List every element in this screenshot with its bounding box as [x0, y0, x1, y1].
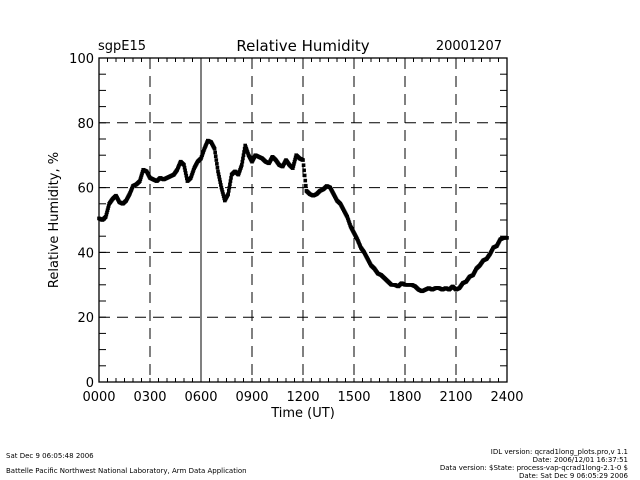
- data-point: [226, 192, 230, 196]
- y-tick-label: 80: [77, 117, 94, 132]
- data-point: [219, 185, 224, 190]
- x-axis-label: Time (UT): [270, 406, 335, 421]
- data-point: [182, 165, 187, 170]
- data-point: [291, 166, 295, 170]
- data-point: [184, 173, 189, 178]
- data-point: [138, 177, 143, 182]
- data-point: [216, 169, 220, 174]
- footer-data-date: Date: Sat Dec 9 06:05:29 2006: [519, 472, 628, 480]
- data-point: [214, 158, 219, 162]
- data-point: [241, 153, 246, 157]
- data-point: [215, 165, 220, 170]
- y-tick-label: 0: [86, 376, 94, 391]
- data-point: [139, 175, 143, 180]
- data-point: [217, 175, 221, 179]
- data-point: [303, 178, 308, 183]
- data-point: [212, 146, 217, 151]
- data-point: [240, 159, 245, 164]
- data-point: [217, 177, 222, 182]
- data-point: [301, 163, 306, 167]
- data-point: [292, 159, 297, 164]
- data-point: [241, 156, 245, 161]
- data-point: [106, 206, 110, 210]
- y-tick-label: 40: [77, 246, 94, 261]
- data-point: [104, 214, 108, 219]
- data-point: [213, 154, 218, 159]
- footer-version-info: IDL version: qcrad1long_plots.pro,v 1.1 …: [440, 448, 628, 480]
- date-label: 20001207: [436, 39, 502, 54]
- y-tick-labels: 0 20 40 60 80 100: [69, 52, 94, 391]
- data-point: [221, 192, 225, 196]
- x-tick-labels: 0000 0300 0600 0900 1200 1500 1800 2100 2400: [82, 390, 523, 405]
- data-point: [104, 212, 109, 217]
- data-point: [105, 210, 109, 215]
- data-point: [302, 168, 306, 173]
- data-point: [219, 183, 223, 187]
- data-point: [226, 189, 231, 193]
- y-tick-label: 100: [69, 52, 94, 67]
- y-tick-label: 60: [77, 182, 94, 197]
- chart-title: Relative Humidity: [236, 37, 369, 55]
- grid-lines: [99, 58, 507, 382]
- data-point: [227, 185, 232, 190]
- x-tick-label: 0000: [82, 390, 115, 405]
- plot-frame: [98, 57, 508, 383]
- y-axis-label: Relative Humidity, %: [47, 152, 62, 288]
- data-point: [213, 150, 217, 155]
- data-point: [215, 162, 219, 166]
- data-point: [218, 180, 223, 184]
- y-tick-label: 20: [77, 311, 94, 326]
- data-point: [242, 150, 246, 154]
- data-point: [228, 179, 233, 183]
- data-point: [228, 182, 232, 187]
- data-point: [229, 176, 233, 180]
- data-point: [291, 164, 296, 168]
- data-point: [183, 168, 187, 173]
- data-point: [304, 183, 308, 188]
- footer-data-version: Data version: $State: process-vap-qcrad1…: [439, 464, 628, 472]
- x-tick-label: 0900: [235, 390, 268, 405]
- data-point: [216, 172, 221, 176]
- data-point: [293, 157, 297, 162]
- site-label: sgpE15: [98, 39, 146, 54]
- data-point: [139, 173, 144, 178]
- data-point: [240, 163, 244, 167]
- data-point: [220, 187, 224, 192]
- footer-timestamp: Sat Dec 9 06:05:48 2006: [6, 452, 94, 460]
- footer-credit: Battelle Pacific Northwest National Labo…: [6, 467, 247, 475]
- x-tick-label: 2100: [439, 390, 472, 405]
- x-tick-label: 0600: [184, 390, 217, 405]
- data-point: [301, 158, 305, 162]
- data-point: [106, 204, 111, 208]
- x-tick-label: 1800: [388, 390, 421, 405]
- data-points: [97, 138, 509, 294]
- data-point: [221, 194, 226, 199]
- data-point: [105, 208, 110, 213]
- data-point: [182, 163, 186, 167]
- data-point: [292, 162, 296, 166]
- minor-ticks: [98, 57, 508, 383]
- x-tick-label: 2400: [490, 390, 523, 405]
- x-tick-label: 1200: [286, 390, 319, 405]
- data-point: [220, 190, 225, 194]
- data-point: [138, 179, 142, 183]
- x-tick-label: 1500: [337, 390, 370, 405]
- data-point: [183, 171, 188, 175]
- data-point: [140, 171, 144, 176]
- footer-idl-version: IDL version: qcrad1long_plots.pro,v 1.1: [490, 448, 628, 456]
- footer-code-date: Date: 2006/12/01 16:37:51: [532, 456, 628, 464]
- x-tick-label: 0300: [133, 390, 166, 405]
- data-point: [302, 173, 307, 178]
